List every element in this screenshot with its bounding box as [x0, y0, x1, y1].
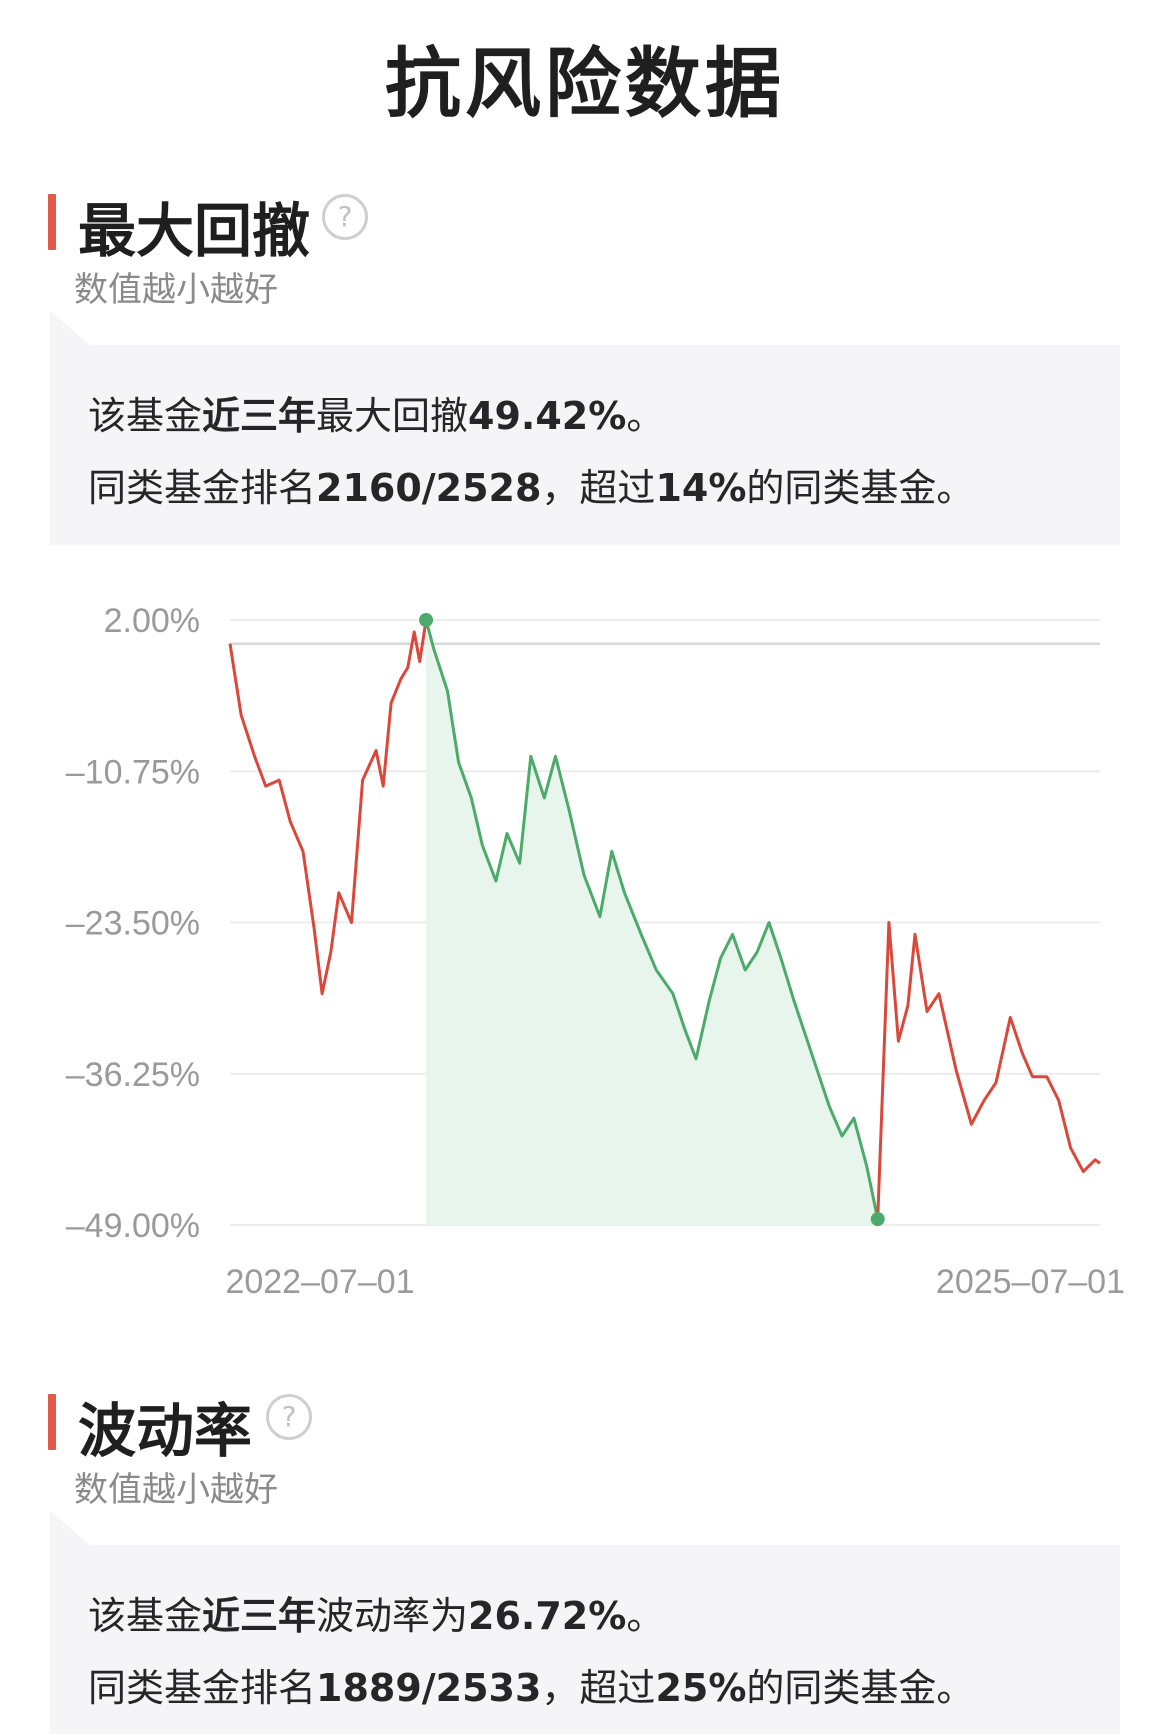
- y-tick-label: –10.75%: [66, 753, 200, 791]
- help-icon[interactable]: ?: [266, 1394, 312, 1440]
- y-tick-label: –49.00%: [66, 1207, 200, 1245]
- volatility-rank-line: 同类基金排名1889/2533，超过25%的同类基金。: [88, 1666, 975, 1710]
- x-start-label: 2022–07–01: [225, 1263, 414, 1300]
- drawdown-title: 最大回撤: [78, 197, 311, 265]
- help-icon[interactable]: ?: [322, 194, 368, 240]
- volatility-title: 波动率: [78, 1397, 253, 1465]
- drawdown-trough-marker: [870, 1212, 885, 1227]
- volatility-summary-line: 该基金近三年波动率为26.72%。: [88, 1594, 665, 1638]
- drawdown-chart-svg: 2.00% –10.75% –23.50% –36.25% –49.00% 2022–07…: [66, 602, 1125, 1301]
- drawdown-rank-line: 同类基金排名2160/2528，超过14%的同类基金。: [88, 466, 975, 510]
- volatility-info-box: 该基金近三年波动率为26.72%。 同类基金排名1889/2533，超过25%的…: [50, 1511, 1120, 1734]
- drawdown-area: [426, 620, 878, 1225]
- y-tick-label: 2.00%: [104, 602, 200, 640]
- x-end-label: 2025–07–01: [936, 1263, 1125, 1300]
- series-line-pre-drawdown: [228, 619, 428, 996]
- section-accent-bar: [48, 194, 56, 250]
- series-line-post-drawdown: [876, 921, 1101, 1220]
- y-tick-label: –36.25%: [66, 1056, 200, 1094]
- drawdown-chart: 2.00% –10.75% –23.50% –36.25% –49.00% 2022–07…: [0, 580, 1170, 1301]
- series-line-drawdown: [424, 619, 880, 1220]
- y-tick-label: –23.50%: [66, 905, 200, 943]
- drawdown-summary-line: 该基金近三年最大回撤49.42%。: [88, 394, 665, 438]
- drawdown-subtitle: 数值越小越好: [74, 270, 278, 310]
- drawdown-peak-marker: [419, 613, 434, 627]
- volatility-subtitle: 数值越小越好: [74, 1470, 278, 1510]
- page-title: 抗风险数据: [385, 39, 785, 128]
- section-accent-bar: [48, 1394, 56, 1450]
- drawdown-info-box: 该基金近三年最大回撤49.42%。 同类基金排名2160/2528，超过14%的…: [50, 311, 1120, 545]
